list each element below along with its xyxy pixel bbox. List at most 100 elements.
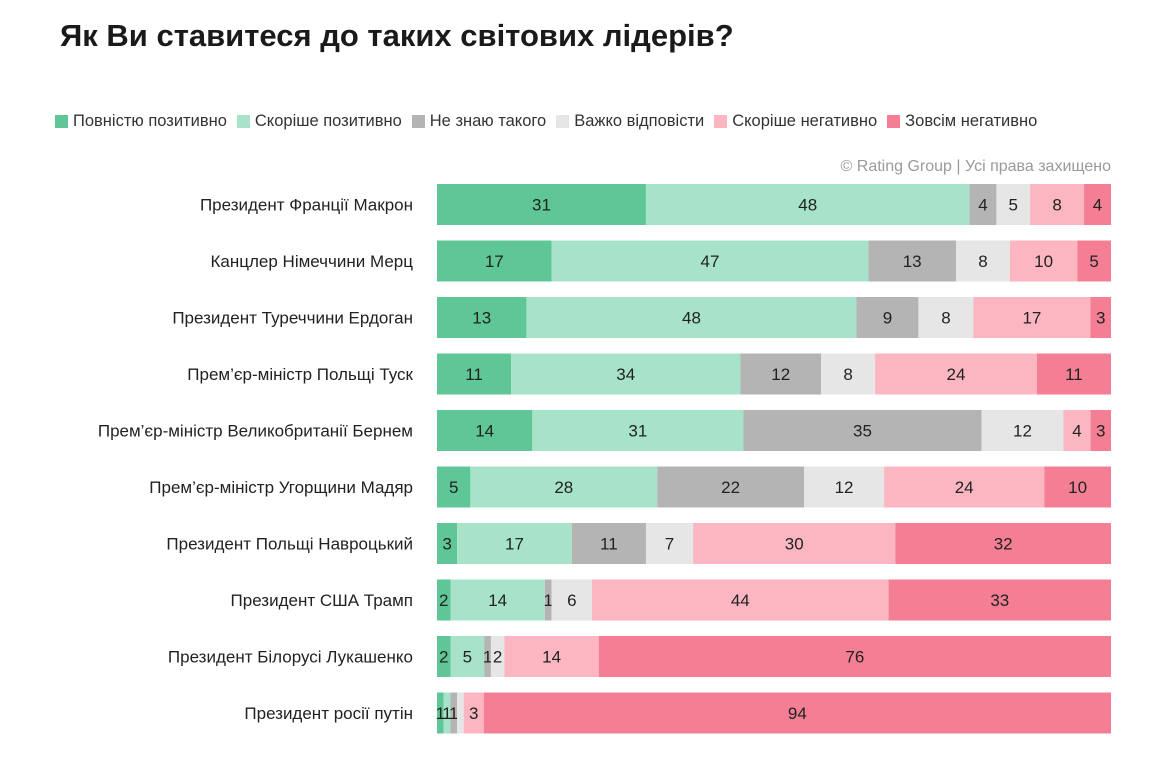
data-label: 33 — [990, 591, 1009, 610]
category-label: Президент Франції Макрон — [200, 196, 413, 215]
data-label: 1 — [483, 648, 492, 667]
data-label: 6 — [567, 591, 576, 610]
bar-segment — [856, 297, 919, 338]
category-label: Прем’єр-міністр Угорщини Мадяр — [149, 478, 413, 497]
data-label: 5 — [1009, 196, 1018, 215]
bar-segment — [551, 240, 869, 282]
bar-segment — [693, 523, 896, 564]
bar-segment — [470, 466, 658, 508]
legend-item-2: Скоріше позитивно — [236, 112, 402, 131]
legend-label: Зовсім негативно — [905, 112, 1038, 130]
bar-segment — [484, 636, 491, 677]
legend-item-6: Зовсім негативно — [887, 112, 1037, 131]
bar-row: Канцлер Німеччини Мерц 17 47 13 8 10 5 — [211, 240, 1111, 282]
data-label: 4 — [1072, 422, 1081, 441]
data-label: 11 — [600, 535, 618, 554]
legend-item-1: Повністю позитивно — [55, 112, 227, 131]
bar-segment — [450, 579, 545, 621]
bar-segment — [526, 297, 857, 338]
bar-segment — [804, 466, 885, 508]
bar-segment — [571, 523, 646, 564]
bar-segment — [1044, 466, 1111, 508]
data-label: 17 — [485, 252, 504, 271]
bar-segment — [443, 692, 451, 734]
bar-segment — [1063, 410, 1091, 451]
data-label: 5 — [463, 648, 472, 667]
legend-swatch — [714, 115, 728, 128]
bar-segment — [437, 297, 527, 338]
bar-segment — [450, 636, 485, 677]
bar-segment — [645, 523, 694, 564]
bar-row: Прем’єр-міністр Великобританії Бернем 14 3… — [98, 410, 1111, 451]
legend-swatch — [887, 115, 901, 128]
data-label: 8 — [1052, 196, 1061, 215]
legend-label: Важко відповісти — [574, 112, 705, 130]
bar-segment — [490, 636, 505, 677]
data-label: 31 — [532, 196, 551, 215]
data-label: 35 — [853, 422, 872, 441]
bar-segment — [645, 184, 970, 225]
bar-segment — [657, 466, 805, 508]
data-label: 4 — [978, 196, 987, 215]
category-label: Прем’єр-міністр Великобританії Бернем — [98, 422, 413, 441]
data-label: 12 — [835, 478, 854, 497]
data-label: 2 — [493, 648, 502, 667]
bar-segment — [437, 410, 533, 451]
bar-segment — [875, 353, 1037, 395]
bar-segment — [740, 353, 822, 395]
legend-label: Скоріше позитивно — [254, 112, 402, 130]
bar-segment — [969, 184, 997, 225]
data-label: 31 — [628, 422, 647, 441]
bar-segment — [437, 353, 512, 395]
bar-segment — [996, 184, 1031, 225]
bar-row: Президент Білорусі Лукашенко 2 5 1 2 14 76 — [168, 636, 1111, 677]
data-label: 2 — [439, 591, 448, 610]
bar-segment — [437, 466, 471, 508]
data-label: 48 — [682, 309, 701, 328]
bar-segment — [888, 579, 1111, 621]
category-label: Президент США Трамп — [231, 591, 413, 610]
category-label: Президент Білорусі Лукашенко — [168, 648, 413, 667]
bar-segment — [1077, 240, 1111, 282]
data-label: 10 — [1068, 478, 1087, 497]
data-label: 4 — [1093, 196, 1102, 215]
data-label: 3 — [1096, 422, 1105, 441]
bar-row: Президент Польщі Навроцький 3 17 11 7 30 32 — [166, 523, 1111, 564]
bar-segment — [532, 410, 744, 451]
data-label: 17 — [505, 535, 524, 554]
data-label: 94 — [788, 704, 807, 723]
data-label: 48 — [798, 196, 817, 215]
bar-segment — [457, 692, 464, 734]
bar-segment — [504, 636, 599, 677]
bar-segment — [981, 410, 1064, 451]
bar-row: Прем’єр-міністр Угорщини Мадяр 5 28 22 12 24 1… — [149, 466, 1111, 508]
bar-segment — [437, 636, 451, 677]
data-label: 14 — [542, 648, 561, 667]
data-label: 9 — [883, 309, 892, 328]
bar-segment — [1090, 410, 1111, 451]
bar-segment — [868, 240, 956, 282]
data-label: 22 — [721, 478, 740, 497]
bar-segment — [884, 466, 1045, 508]
chart-title: Як Ви ставитеся до таких світових лідері… — [60, 18, 734, 53]
bar-segment — [457, 523, 572, 564]
data-label: 10 — [1034, 252, 1053, 271]
bar-row: Президент Туреччини Ердоган 13 48 9 8 17 3 — [172, 297, 1111, 338]
bar-segment — [895, 523, 1111, 564]
chart-legend: Повністю позитивно Скоріше позитивно Не зн… — [55, 112, 1037, 131]
data-label: 14 — [488, 591, 507, 610]
bar-segment — [592, 579, 889, 621]
data-label: 3 — [1096, 309, 1105, 328]
data-label: 14 — [475, 422, 494, 441]
legend-item-4: Важко відповісти — [556, 112, 704, 131]
bar-segment — [437, 692, 444, 734]
legend-item-3: Не знаю такого — [411, 112, 546, 131]
bar-segment — [437, 579, 451, 621]
bar-segment — [821, 353, 876, 395]
copyright-note: © Rating Group | Усі права захищено — [840, 158, 1111, 175]
data-label: 13 — [903, 252, 922, 271]
bar-segment — [1084, 184, 1111, 225]
data-label: 5 — [1089, 252, 1098, 271]
data-label: 1 — [543, 591, 552, 610]
